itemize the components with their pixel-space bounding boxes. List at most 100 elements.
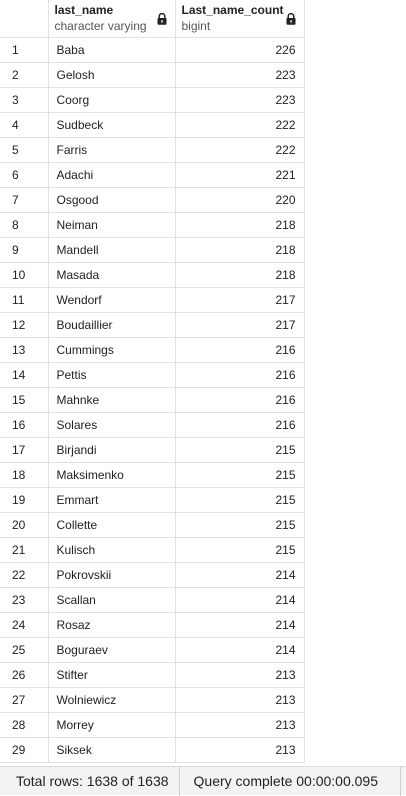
row-number[interactable]: 14 xyxy=(0,362,49,388)
cell-last-name[interactable]: Adachi xyxy=(48,162,176,188)
table-row[interactable]: 19 Emmart 215 xyxy=(0,487,305,513)
row-number-header[interactable] xyxy=(0,0,49,38)
cell-last-name-count[interactable]: 223 xyxy=(175,62,305,88)
row-number[interactable]: 24 xyxy=(0,612,49,638)
cell-last-name[interactable]: Scallan xyxy=(48,587,176,613)
table-row[interactable]: 22 Pokrovskii 214 xyxy=(0,562,305,588)
cell-last-name[interactable]: Baba xyxy=(48,37,176,63)
cell-last-name[interactable]: Stifter xyxy=(48,662,176,688)
table-row[interactable]: 5 Farris 222 xyxy=(0,137,305,163)
row-number[interactable]: 9 xyxy=(0,237,49,263)
table-row[interactable]: 7 Osgood 220 xyxy=(0,187,305,213)
cell-last-name[interactable]: Collette xyxy=(48,512,176,538)
row-number[interactable]: 22 xyxy=(0,562,49,588)
cell-last-name[interactable]: Maksimenko xyxy=(48,462,176,488)
table-row[interactable]: 4 Sudbeck 222 xyxy=(0,112,305,138)
row-number[interactable]: 27 xyxy=(0,687,49,713)
row-number[interactable]: 8 xyxy=(0,212,49,238)
cell-last-name-count[interactable]: 218 xyxy=(175,237,305,263)
row-number[interactable]: 29 xyxy=(0,737,49,763)
cell-last-name[interactable]: Sudbeck xyxy=(48,112,176,138)
row-number[interactable]: 17 xyxy=(0,437,49,463)
cell-last-name[interactable]: Emmart xyxy=(48,487,176,513)
table-row[interactable]: 28 Morrey 213 xyxy=(0,712,305,738)
cell-last-name[interactable]: Solares xyxy=(48,412,176,438)
cell-last-name[interactable]: Gelosh xyxy=(48,62,176,88)
cell-last-name[interactable]: Kulisch xyxy=(48,537,176,563)
table-row[interactable]: 13 Cummings 216 xyxy=(0,337,305,363)
cell-last-name[interactable]: Morrey xyxy=(48,712,176,738)
cell-last-name-count[interactable]: 214 xyxy=(175,562,305,588)
table-row[interactable]: 1 Baba 226 xyxy=(0,37,305,63)
table-row[interactable]: 23 Scallan 214 xyxy=(0,587,305,613)
table-row[interactable]: 26 Stifter 213 xyxy=(0,662,305,688)
table-row[interactable]: 27 Wolniewicz 213 xyxy=(0,687,305,713)
cell-last-name[interactable]: Pokrovskii xyxy=(48,562,176,588)
cell-last-name-count[interactable]: 218 xyxy=(175,212,305,238)
cell-last-name[interactable]: Pettis xyxy=(48,362,176,388)
cell-last-name-count[interactable]: 215 xyxy=(175,462,305,488)
row-number[interactable]: 7 xyxy=(0,187,49,213)
column-header-last-name-count[interactable]: Last_name_count bigint xyxy=(175,0,305,38)
table-row[interactable]: 12 Boudaillier 217 xyxy=(0,312,305,338)
cell-last-name-count[interactable]: 213 xyxy=(175,712,305,738)
cell-last-name-count[interactable]: 216 xyxy=(175,387,305,413)
table-row[interactable]: 2 Gelosh 223 xyxy=(0,62,305,88)
row-number[interactable]: 19 xyxy=(0,487,49,513)
row-number[interactable]: 3 xyxy=(0,87,49,113)
row-number[interactable]: 21 xyxy=(0,537,49,563)
row-number[interactable]: 25 xyxy=(0,637,49,663)
cell-last-name-count[interactable]: 223 xyxy=(175,87,305,113)
cell-last-name-count[interactable]: 221 xyxy=(175,162,305,188)
cell-last-name-count[interactable]: 215 xyxy=(175,537,305,563)
cell-last-name[interactable]: Farris xyxy=(48,137,176,163)
table-row[interactable]: 14 Pettis 216 xyxy=(0,362,305,388)
table-row[interactable]: 15 Mahnke 216 xyxy=(0,387,305,413)
cell-last-name-count[interactable]: 217 xyxy=(175,312,305,338)
cell-last-name[interactable]: Mahnke xyxy=(48,387,176,413)
cell-last-name-count[interactable]: 226 xyxy=(175,37,305,63)
cell-last-name-count[interactable]: 214 xyxy=(175,587,305,613)
table-row[interactable]: 20 Collette 215 xyxy=(0,512,305,538)
cell-last-name-count[interactable]: 217 xyxy=(175,287,305,313)
column-header-last-name[interactable]: last_name character varying xyxy=(48,0,176,38)
row-number[interactable]: 20 xyxy=(0,512,49,538)
row-number[interactable]: 11 xyxy=(0,287,49,313)
cell-last-name[interactable]: Mandell xyxy=(48,237,176,263)
cell-last-name[interactable]: Masada xyxy=(48,262,176,288)
row-number[interactable]: 5 xyxy=(0,137,49,163)
row-number[interactable]: 15 xyxy=(0,387,49,413)
table-row[interactable]: 25 Boguraev 214 xyxy=(0,637,305,663)
table-row[interactable]: 9 Mandell 218 xyxy=(0,237,305,263)
table-row[interactable]: 24 Rosaz 214 xyxy=(0,612,305,638)
table-row[interactable]: 3 Coorg 223 xyxy=(0,87,305,113)
cell-last-name[interactable]: Siksek xyxy=(48,737,176,763)
cell-last-name-count[interactable]: 222 xyxy=(175,112,305,138)
cell-last-name-count[interactable]: 215 xyxy=(175,512,305,538)
cell-last-name-count[interactable]: 213 xyxy=(175,737,305,763)
cell-last-name-count[interactable]: 213 xyxy=(175,687,305,713)
cell-last-name[interactable]: Boguraev xyxy=(48,637,176,663)
cell-last-name[interactable]: Wendorf xyxy=(48,287,176,313)
table-row[interactable]: 6 Adachi 221 xyxy=(0,162,305,188)
cell-last-name[interactable]: Rosaz xyxy=(48,612,176,638)
row-number[interactable]: 28 xyxy=(0,712,49,738)
table-row[interactable]: 8 Neiman 218 xyxy=(0,212,305,238)
row-number[interactable]: 18 xyxy=(0,462,49,488)
row-number[interactable]: 4 xyxy=(0,112,49,138)
table-row[interactable]: 21 Kulisch 215 xyxy=(0,537,305,563)
cell-last-name-count[interactable]: 216 xyxy=(175,337,305,363)
cell-last-name-count[interactable]: 215 xyxy=(175,487,305,513)
cell-last-name-count[interactable]: 214 xyxy=(175,612,305,638)
cell-last-name[interactable]: Coorg xyxy=(48,87,176,113)
cell-last-name[interactable]: Neiman xyxy=(48,212,176,238)
cell-last-name-count[interactable]: 216 xyxy=(175,412,305,438)
table-row[interactable]: 18 Maksimenko 215 xyxy=(0,462,305,488)
row-number[interactable]: 26 xyxy=(0,662,49,688)
cell-last-name-count[interactable]: 222 xyxy=(175,137,305,163)
cell-last-name[interactable]: Wolniewicz xyxy=(48,687,176,713)
cell-last-name[interactable]: Boudaillier xyxy=(48,312,176,338)
cell-last-name[interactable]: Birjandi xyxy=(48,437,176,463)
cell-last-name[interactable]: Osgood xyxy=(48,187,176,213)
table-row[interactable]: 10 Masada 218 xyxy=(0,262,305,288)
